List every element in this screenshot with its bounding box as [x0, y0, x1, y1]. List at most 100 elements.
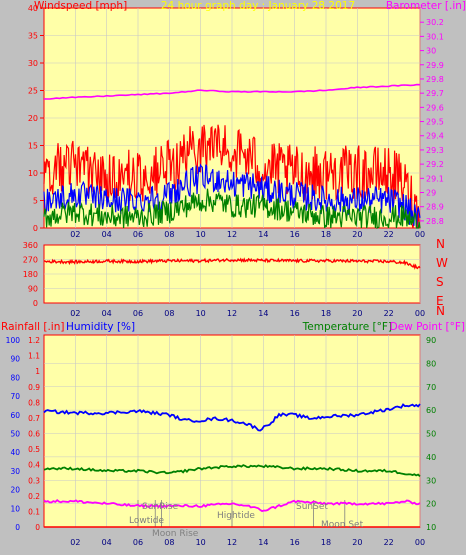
humidity-label: Humidity [%] — [66, 321, 135, 333]
temperature-tick-label: 60 — [426, 406, 436, 415]
x-tick-label: 06 — [133, 309, 143, 318]
humidity-tick-label: 10 — [10, 504, 20, 513]
x-tick-label: 20 — [352, 309, 362, 318]
direction-tick-label: 270 — [23, 256, 38, 265]
x-tick-label: 04 — [102, 538, 112, 547]
sunset-label: SunSet — [296, 502, 328, 512]
wind-tick-label: 15 — [28, 142, 38, 151]
rainfall-tick-label: 0 — [35, 523, 40, 532]
direction-x-labels: 02 04 06 08 10 12 14 16 18 20 22 00 — [70, 309, 425, 318]
temperature-label: Temperature [°F] — [302, 321, 392, 333]
dewpoint-label: Dew Point [°F] — [390, 321, 465, 333]
direction-letter: N — [436, 237, 445, 251]
temperature-tick-label: 70 — [426, 383, 436, 392]
barometer-tick-label: 29.8 — [426, 75, 444, 84]
x-tick-label: 20 — [352, 538, 362, 547]
rainfall-label: Rainfall [.in] — [1, 321, 64, 333]
barometer-tick-label: 30.2 — [426, 18, 444, 27]
lowtide-label: Lowtide — [129, 516, 164, 526]
x-tick-label: 20 — [352, 230, 362, 239]
wind-axis-labels: 0 5 10 15 20 25 30 35 40 — [28, 4, 44, 233]
rainfall-axis-labels: 0 0.1 0.2 0.3 0.4 0.5 0.6 0.7 0.8 0.9 1 1.1 1.2 — [28, 336, 40, 532]
humidity-tick-label: 70 — [10, 392, 20, 401]
dewpoint-line — [43, 499, 421, 513]
barometer-tick-label: 29.1 — [426, 174, 444, 183]
rainfall-tick-label: 0.4 — [28, 461, 40, 470]
x-tick-label: 04 — [102, 230, 112, 239]
barometer-tick-label: 30.1 — [426, 32, 444, 41]
x-tick-label: 12 — [227, 538, 237, 547]
barometer-axis-labels: 28.8 28.9 29 29.1 29.2 29.3 29.4 29.5 29.6 29.7 29… — [420, 18, 444, 226]
rainfall-tick-label: 0.1 — [28, 507, 40, 516]
event-markers — [137, 500, 346, 527]
rainfall-tick-label: 1.1 — [28, 352, 40, 361]
x-tick-label: 18 — [321, 538, 331, 547]
x-tick-label: 00 — [415, 538, 425, 547]
wind-tick-label: 25 — [28, 87, 38, 96]
direction-tick-label: 90 — [28, 285, 38, 294]
x-tick-label: 18 — [321, 230, 331, 239]
x-tick-label: 02 — [70, 538, 80, 547]
direction-panel-series — [43, 257, 421, 270]
barometer-tick-label: 29.2 — [426, 160, 444, 169]
x-tick-label: 10 — [196, 538, 206, 547]
wind-panel-series — [43, 83, 421, 230]
wind-tick-label: 5 — [33, 197, 38, 206]
wind-direction-line — [43, 257, 421, 270]
barometer-tick-label: 28.9 — [426, 203, 444, 212]
rainfall-tick-label: 0.5 — [28, 445, 40, 454]
wind-gust-line — [43, 124, 421, 229]
x-tick-label: 22 — [384, 538, 394, 547]
barometer-tick-label: 29.9 — [426, 61, 444, 70]
x-tick-label: 22 — [384, 230, 394, 239]
rainfall-tick-label: 0.3 — [28, 476, 40, 485]
humidity-tick-label: 80 — [10, 373, 20, 382]
humidity-x-labels: 02 04 06 08 10 12 14 16 18 20 22 00 — [70, 538, 425, 547]
x-tick-label: 00 — [415, 230, 425, 239]
temperature-axis-labels: 10 20 30 40 50 60 70 80 90 — [426, 336, 436, 532]
x-tick-label: 12 — [227, 309, 237, 318]
x-tick-label: 22 — [384, 309, 394, 318]
x-tick-label: 06 — [133, 538, 143, 547]
humidity-panel-series — [43, 403, 421, 528]
rainfall-tick-label: 0.7 — [28, 414, 40, 423]
hightide-label: Hightide — [217, 511, 255, 521]
humidity-tick-label: 40 — [10, 448, 20, 457]
x-tick-label: 02 — [70, 230, 80, 239]
direction-tick-label: 0 — [33, 299, 38, 308]
temperature-tick-label: 10 — [426, 523, 436, 532]
x-tick-label: 14 — [258, 309, 268, 318]
barometer-tick-label: 29.4 — [426, 132, 444, 141]
temperature-tick-label: 90 — [426, 336, 436, 345]
barometer-tick-label: 29.5 — [426, 118, 444, 127]
wind-low-line — [43, 188, 421, 230]
temperature-line — [43, 464, 421, 478]
temperature-tick-label: 50 — [426, 430, 436, 439]
windspeed-label: Windspeed [mph] — [34, 0, 127, 12]
x-tick-label: 00 — [415, 309, 425, 318]
wind-tick-label: 35 — [28, 32, 38, 41]
wind-tick-label: 30 — [28, 59, 38, 68]
temperature-tick-label: 80 — [426, 359, 436, 368]
barometer-tick-label: 29.3 — [426, 146, 444, 155]
humidity-tick-label: 90 — [10, 355, 20, 364]
barometer-tick-label: 29.7 — [426, 89, 444, 98]
humidity-line — [43, 403, 421, 432]
rainfall-tick-label: 0.8 — [28, 398, 40, 407]
direction-letter: S — [436, 275, 444, 289]
wind-x-labels: 02 04 06 08 10 12 14 16 18 20 22 00 — [70, 230, 425, 239]
graph-title: 24 hour graph day : January 28 2017 — [161, 0, 355, 12]
sunrise-label: SunRise — [142, 502, 179, 512]
rainfall-tick-label: 0.2 — [28, 492, 40, 501]
direction-letter: E — [436, 294, 444, 308]
x-tick-label: 10 — [196, 309, 206, 318]
barometer-tick-label: 30 — [426, 47, 436, 56]
humidity-tick-label: 60 — [10, 411, 20, 420]
x-tick-label: 10 — [196, 230, 206, 239]
wind-tick-label: 40 — [28, 4, 38, 13]
direction-letter: N — [436, 304, 445, 318]
event-labels: SunRise Lowtide Moon Rise Hightide SunSe… — [129, 502, 364, 539]
humidity-tick-label: 20 — [10, 486, 20, 495]
rainfall-tick-label: 0.6 — [28, 430, 40, 439]
